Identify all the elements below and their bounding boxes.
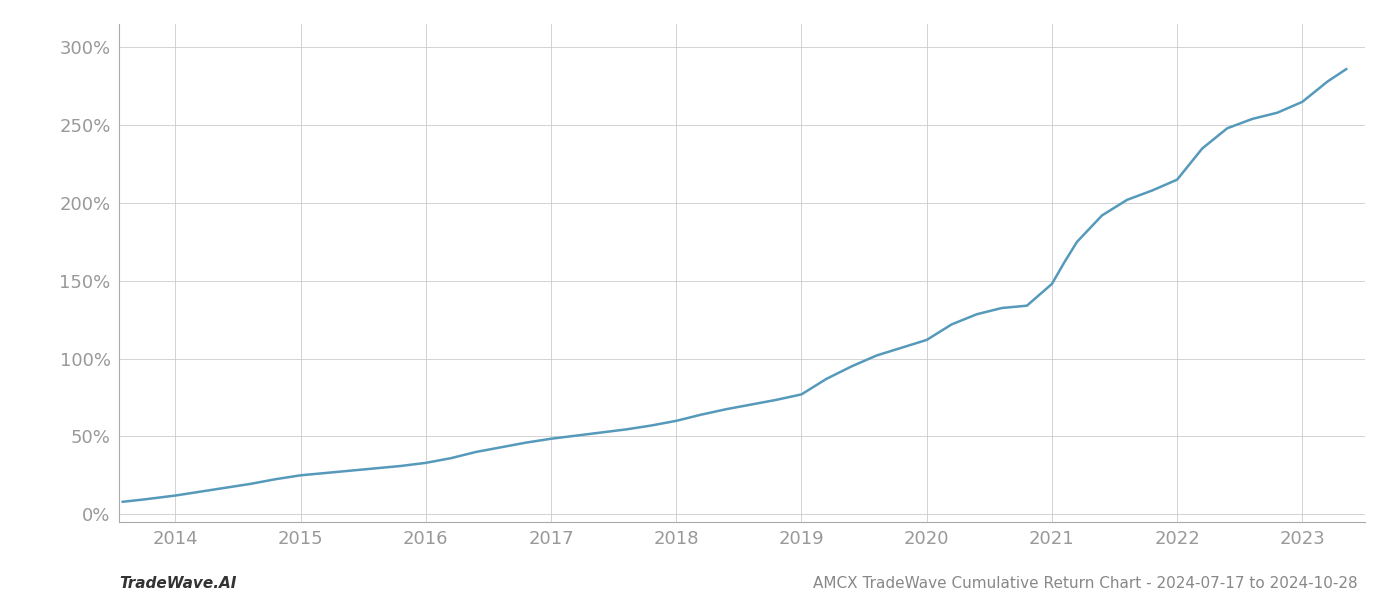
Text: AMCX TradeWave Cumulative Return Chart - 2024-07-17 to 2024-10-28: AMCX TradeWave Cumulative Return Chart -… (813, 576, 1358, 591)
Text: TradeWave.AI: TradeWave.AI (119, 576, 237, 591)
